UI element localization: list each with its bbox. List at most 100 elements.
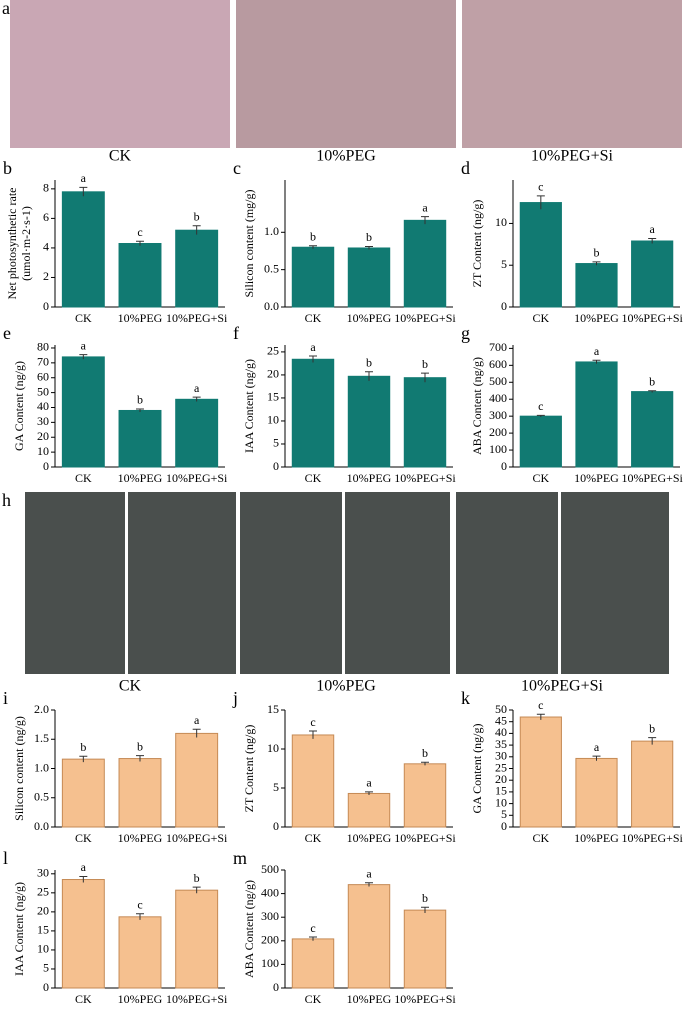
significance-letter: a xyxy=(594,344,600,358)
x-tick-label: 10%PEG xyxy=(574,831,619,845)
bar xyxy=(403,763,447,828)
significance-letter: c xyxy=(538,698,543,712)
bar xyxy=(519,415,562,468)
bar xyxy=(291,734,335,828)
significance-letter: b xyxy=(422,891,428,905)
y-tick-label: 300 xyxy=(489,408,507,422)
panel-label: l xyxy=(3,848,8,868)
bar xyxy=(175,398,219,468)
y-tick-label: 5 xyxy=(273,780,279,794)
significance-letter: c xyxy=(310,921,315,935)
y-axis-label: IAA Content (ng/g) xyxy=(242,359,256,453)
bar xyxy=(61,356,105,468)
significance-letter: b xyxy=(422,357,428,371)
significance-letter: c xyxy=(137,898,142,912)
y-tick-label: 100 xyxy=(261,956,279,970)
y-tick-label: 0 xyxy=(273,819,279,833)
bar xyxy=(61,879,105,989)
significance-letter: a xyxy=(81,171,87,185)
bar xyxy=(175,229,219,308)
y-tick-label: 0.0 xyxy=(264,299,279,313)
x-tick-label: 10%PEG+Si xyxy=(621,831,683,845)
photo xyxy=(236,0,456,148)
bar xyxy=(575,263,618,308)
error-bar xyxy=(136,755,144,762)
y-tick-label: 10 xyxy=(495,215,507,229)
photo-caption: CK xyxy=(119,678,142,695)
y-tick-label: 50 xyxy=(37,384,49,398)
x-tick-label: 10%PEG+Si xyxy=(394,831,456,845)
significance-letter: a xyxy=(422,200,428,214)
y-tick-label: 10 xyxy=(495,795,507,809)
error-bar xyxy=(136,240,144,246)
bar xyxy=(175,889,219,989)
error-bar xyxy=(421,906,429,913)
y-tick-label: 25 xyxy=(37,885,49,899)
error-bar xyxy=(365,245,373,250)
x-tick-label: 10%PEG xyxy=(347,471,392,485)
panel-label: b xyxy=(3,158,12,178)
y-tick-label: 25 xyxy=(267,344,279,358)
error-bar xyxy=(309,245,317,249)
y-tick-label: 5 xyxy=(273,436,279,450)
y-tick-label: 400 xyxy=(489,391,507,405)
y-tick-label: 500 xyxy=(489,374,507,388)
bar xyxy=(347,792,391,828)
x-tick-label: CK xyxy=(305,992,322,1006)
x-tick-label: 10%PEG xyxy=(118,311,163,325)
y-tick-label: 500 xyxy=(261,862,279,876)
y-tick-label: 0 xyxy=(501,299,507,313)
x-tick-label: CK xyxy=(75,831,92,845)
bar xyxy=(291,938,335,989)
photo-caption: 10%PEG xyxy=(316,148,376,165)
significance-letter: a xyxy=(366,776,372,790)
error-bar xyxy=(79,354,88,360)
y-tick-label: 0 xyxy=(43,299,49,313)
photo xyxy=(10,0,230,148)
y-tick-label: 6 xyxy=(43,210,49,224)
y-tick-label: 2.0 xyxy=(34,702,49,716)
y-axis-label: GA Content (ng/g) xyxy=(470,724,484,814)
x-tick-label: 10%PEG xyxy=(118,992,163,1006)
y-tick-label: 5 xyxy=(43,961,49,975)
bar xyxy=(118,758,162,828)
y-tick-label: 200 xyxy=(261,933,279,947)
bar xyxy=(519,716,562,828)
bar xyxy=(575,757,618,828)
y-tick-label: 15 xyxy=(495,784,507,798)
y-tick-label: 0 xyxy=(273,459,279,473)
bar xyxy=(347,884,391,989)
y-tick-label: 600 xyxy=(489,357,507,371)
photo xyxy=(456,492,558,674)
y-axis-label: IAA Content (ng/g) xyxy=(12,882,26,976)
photo xyxy=(25,492,125,674)
y-axis-label: ZT Content (ng/g) xyxy=(470,200,484,288)
error-bar xyxy=(192,728,201,738)
y-axis-label: GA Content (ng/g) xyxy=(12,361,26,451)
y-tick-label: 0 xyxy=(43,980,49,994)
bar xyxy=(291,246,335,308)
error-bar xyxy=(536,713,545,720)
x-tick-label: CK xyxy=(75,992,92,1006)
panel-label: h xyxy=(2,490,11,510)
y-tick-label: 1.0 xyxy=(264,224,279,238)
bar xyxy=(61,191,105,308)
bar xyxy=(575,361,618,468)
photo-caption: 10%PEG+Si xyxy=(521,678,603,695)
panel-label: d xyxy=(461,158,470,178)
error-bar xyxy=(79,875,88,883)
panel-label: f xyxy=(233,323,239,343)
y-tick-label: 0 xyxy=(273,980,279,994)
bar xyxy=(631,240,674,308)
y-tick-label: 10 xyxy=(267,741,279,755)
y-axis-label: Silicon content (ng/g) xyxy=(12,716,26,821)
x-tick-label: 10%PEG+Si xyxy=(621,471,683,485)
y-tick-label: 8 xyxy=(43,181,49,195)
y-tick-label: 30 xyxy=(495,749,507,763)
panel-label: j xyxy=(232,688,238,708)
panel-label: m xyxy=(233,848,247,868)
y-tick-label: 0 xyxy=(501,459,507,473)
bar xyxy=(118,916,162,989)
x-tick-label: CK xyxy=(75,311,92,325)
y-axis-label: ZT Content (ng/g) xyxy=(242,725,256,813)
